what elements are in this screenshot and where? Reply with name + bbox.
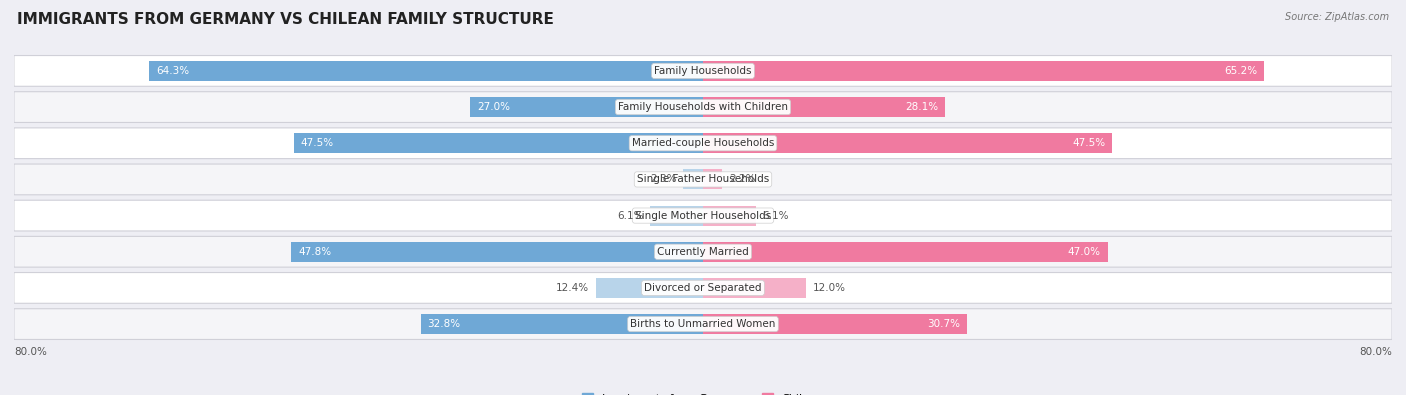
Bar — [291, 242, 703, 262]
Bar — [703, 133, 1112, 153]
Bar — [683, 169, 703, 189]
Text: 80.0%: 80.0% — [14, 346, 46, 357]
Bar — [149, 61, 703, 81]
FancyBboxPatch shape — [14, 273, 1392, 303]
Text: 64.3%: 64.3% — [156, 66, 190, 76]
Legend: Immigrants from Germany, Chilean: Immigrants from Germany, Chilean — [578, 389, 828, 395]
FancyBboxPatch shape — [14, 56, 1392, 86]
Text: 80.0%: 80.0% — [1360, 346, 1392, 357]
Text: 47.8%: 47.8% — [298, 247, 332, 257]
Text: Married-couple Households: Married-couple Households — [631, 138, 775, 148]
Text: IMMIGRANTS FROM GERMANY VS CHILEAN FAMILY STRUCTURE: IMMIGRANTS FROM GERMANY VS CHILEAN FAMIL… — [17, 12, 554, 27]
Text: Currently Married: Currently Married — [657, 247, 749, 257]
Text: 47.0%: 47.0% — [1069, 247, 1101, 257]
FancyBboxPatch shape — [14, 236, 1392, 267]
Bar — [420, 314, 703, 334]
Bar — [703, 278, 807, 298]
Bar — [471, 97, 703, 117]
FancyBboxPatch shape — [14, 164, 1392, 195]
Bar — [703, 97, 945, 117]
Text: 6.1%: 6.1% — [617, 211, 644, 220]
FancyBboxPatch shape — [14, 92, 1392, 122]
Text: 2.3%: 2.3% — [650, 175, 676, 184]
Text: 47.5%: 47.5% — [1071, 138, 1105, 148]
Text: 12.4%: 12.4% — [557, 283, 589, 293]
Bar — [703, 206, 755, 226]
Text: 47.5%: 47.5% — [301, 138, 335, 148]
Text: 32.8%: 32.8% — [427, 319, 461, 329]
Text: Single Father Households: Single Father Households — [637, 175, 769, 184]
Text: Source: ZipAtlas.com: Source: ZipAtlas.com — [1285, 12, 1389, 22]
Text: Single Mother Households: Single Mother Households — [636, 211, 770, 220]
Text: Births to Unmarried Women: Births to Unmarried Women — [630, 319, 776, 329]
Bar — [596, 278, 703, 298]
Text: Family Households: Family Households — [654, 66, 752, 76]
Text: 28.1%: 28.1% — [905, 102, 938, 112]
Bar — [703, 61, 1264, 81]
Text: Divorced or Separated: Divorced or Separated — [644, 283, 762, 293]
Bar — [703, 169, 721, 189]
Bar — [703, 242, 1108, 262]
Text: 27.0%: 27.0% — [478, 102, 510, 112]
Text: 12.0%: 12.0% — [813, 283, 846, 293]
FancyBboxPatch shape — [14, 128, 1392, 159]
Text: Family Households with Children: Family Households with Children — [619, 102, 787, 112]
Bar — [651, 206, 703, 226]
FancyBboxPatch shape — [14, 309, 1392, 339]
Bar — [703, 314, 967, 334]
Text: 6.1%: 6.1% — [762, 211, 789, 220]
Text: 30.7%: 30.7% — [928, 319, 960, 329]
Text: 2.2%: 2.2% — [728, 175, 755, 184]
Text: 65.2%: 65.2% — [1225, 66, 1257, 76]
Bar — [294, 133, 703, 153]
FancyBboxPatch shape — [14, 200, 1392, 231]
